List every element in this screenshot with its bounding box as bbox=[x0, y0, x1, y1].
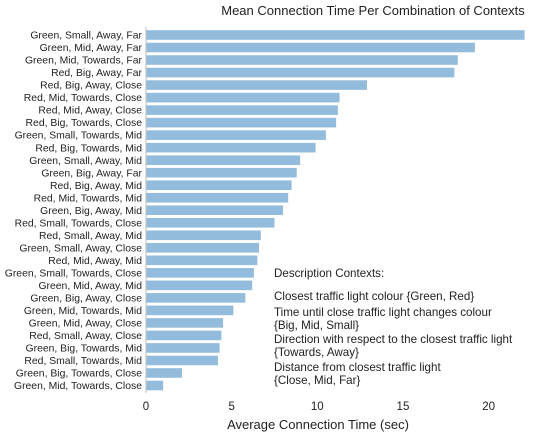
y-tick-label: Green, Small, Away, Far bbox=[30, 31, 142, 42]
x-axis-ticks: 0 5 10 15 20 bbox=[143, 401, 495, 413]
bar bbox=[146, 305, 234, 316]
bar bbox=[146, 230, 261, 241]
bar bbox=[146, 155, 301, 165]
y-tick-label: Green, Big, Away, Mid bbox=[40, 206, 142, 217]
y-tick-label: Green, Small, Away, Mid bbox=[29, 156, 142, 167]
y-tick-label: Green, Small, Towards, Close bbox=[5, 268, 142, 279]
bar bbox=[146, 217, 275, 228]
annotation-line: Direction with respect to the closest tr… bbox=[274, 333, 513, 346]
y-tick-label: Red, Mid, Away, Mid bbox=[48, 256, 142, 267]
bar bbox=[146, 67, 455, 78]
bar bbox=[146, 380, 164, 391]
y-tick-label: Green, Small, Away, Close bbox=[19, 243, 142, 254]
bar bbox=[146, 142, 316, 153]
x-tick-label: 10 bbox=[311, 401, 324, 413]
bar bbox=[146, 330, 222, 341]
y-tick-label: Green, Small, Towards, Mid bbox=[15, 131, 143, 142]
y-tick-label: Red, Small, Towards, Close bbox=[15, 218, 143, 229]
bar bbox=[146, 42, 475, 53]
y-tick-label: Green, Mid, Towards, Mid bbox=[24, 306, 142, 317]
bar bbox=[146, 105, 338, 115]
annotation-line: {Close, Mid, Far} bbox=[274, 374, 360, 387]
annotation-heading: Description Contexts: bbox=[274, 267, 384, 280]
bar bbox=[146, 255, 258, 266]
bar bbox=[146, 355, 218, 366]
bar bbox=[146, 318, 224, 328]
y-tick-label: Red, Big, Away, Close bbox=[40, 81, 142, 92]
y-tick-label: Green, Big, Away, Far bbox=[41, 168, 142, 179]
y-tick-label: Green, Mid, Away, Mid bbox=[38, 281, 142, 292]
y-tick-label: Green, Mid, Away, Far bbox=[40, 43, 143, 54]
bar bbox=[146, 167, 297, 178]
bars-layer bbox=[146, 30, 525, 391]
bar bbox=[146, 368, 182, 378]
y-tick-label: Red, Mid, Towards, Mid bbox=[34, 193, 143, 204]
bar bbox=[146, 180, 292, 191]
y-tick-label: Red, Big, Towards, Mid bbox=[35, 143, 142, 154]
bar bbox=[146, 343, 220, 353]
bar bbox=[146, 80, 367, 90]
y-tick-label: Red, Mid, Towards, Close bbox=[24, 93, 142, 104]
y-tick-label: Red, Big, Away, Far bbox=[51, 68, 142, 79]
x-tick-label: 5 bbox=[228, 401, 234, 413]
description-annotation: Description Contexts: Closest traffic lig… bbox=[274, 267, 513, 387]
bar bbox=[146, 268, 254, 278]
y-tick-label: Green, Big, Towards, Close bbox=[16, 369, 143, 380]
x-tick-label: 15 bbox=[397, 401, 410, 413]
y-tick-label: Red, Small, Away, Mid bbox=[39, 231, 142, 242]
annotation-line: Closest traffic light colour {Green, Red… bbox=[274, 290, 474, 303]
bar bbox=[146, 280, 253, 291]
chart-title: Mean Connection Time Per Combination of … bbox=[221, 3, 525, 18]
bar bbox=[146, 55, 458, 65]
bar bbox=[146, 205, 284, 216]
bar bbox=[146, 130, 326, 140]
y-tick-label: Green, Mid, Towards, Far bbox=[25, 56, 143, 67]
x-tick-label: 0 bbox=[143, 401, 149, 413]
y-tick-label: Red, Small, Away, Close bbox=[29, 331, 142, 342]
y-tick-label: Red, Big, Towards, Close bbox=[26, 118, 143, 129]
bar bbox=[146, 30, 525, 40]
annotation-line: Time until close traffic light changes c… bbox=[274, 306, 492, 319]
y-tick-label: Green, Mid, Away, Close bbox=[29, 319, 143, 330]
x-tick-label: 20 bbox=[482, 401, 495, 413]
annotation-line: {Towards, Away} bbox=[274, 346, 359, 359]
bar bbox=[146, 243, 260, 253]
x-axis-title: Average Connection Time (sec) bbox=[227, 417, 409, 432]
annotation-line: {Big, Mid, Small} bbox=[274, 319, 359, 332]
bar bbox=[146, 192, 289, 203]
y-tick-label: Green, Mid, Towards, Close bbox=[14, 381, 142, 392]
y-tick-label: Red, Mid, Away, Close bbox=[38, 106, 142, 117]
bar bbox=[146, 92, 340, 103]
bar bbox=[146, 117, 337, 128]
y-tick-label: Green, Big, Towards, Mid bbox=[26, 344, 143, 355]
y-tick-label: Red, Small, Towards, Mid bbox=[24, 356, 142, 367]
annotation-line: Distance from closest traffic light bbox=[274, 361, 441, 374]
bar bbox=[146, 293, 246, 303]
y-tick-label: Green, Big, Away, Close bbox=[30, 293, 142, 304]
y-tick-label: Red, Big, Away, Mid bbox=[50, 181, 142, 192]
